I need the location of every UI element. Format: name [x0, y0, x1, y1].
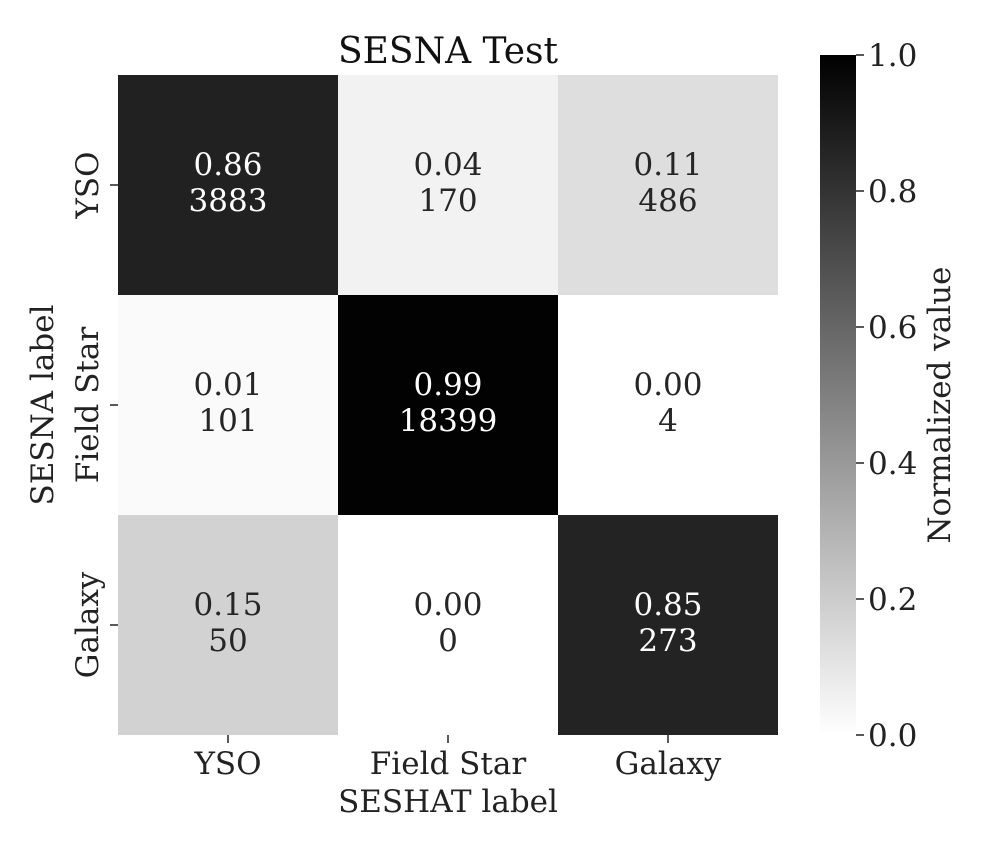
heatmap-cell — [338, 515, 558, 735]
x-tick-label: YSO — [193, 746, 261, 782]
colorbar-tick-label: 0.8 — [868, 174, 917, 210]
y-axis-ticks: YSO Field Star Galaxy — [70, 151, 118, 678]
x-tick-label: Galaxy — [615, 746, 722, 782]
cell-value-label: 0.86 — [193, 147, 262, 183]
y-axis-label: SESNA label — [25, 305, 61, 506]
cell-value-label: 0.00 — [413, 587, 482, 623]
cell-count-label: 0 — [438, 623, 458, 659]
colorbar-tick-label: 0.4 — [868, 446, 917, 482]
colorbar-tick-label: 0.0 — [868, 718, 917, 754]
cell-count-label: 273 — [638, 623, 697, 659]
cell-count-label: 50 — [208, 623, 247, 659]
cell-value-label: 0.85 — [633, 587, 702, 623]
cell-value-label: 0.15 — [193, 587, 262, 623]
heatmap-cell — [558, 515, 778, 735]
colorbar-ticks: 0.0 0.2 0.4 0.6 0.8 1.0 — [856, 38, 917, 754]
x-axis-ticks: YSO Field Star Galaxy — [193, 735, 722, 782]
chart-title: SESNA Test — [338, 31, 559, 72]
heatmap-cell — [338, 295, 558, 515]
y-tick-label: Field Star — [70, 327, 106, 484]
heatmap-cell — [118, 515, 338, 735]
cell-count-label: 170 — [418, 183, 477, 219]
cell-value-label: 0.04 — [413, 147, 482, 183]
heatmap-cell — [118, 295, 338, 515]
heatmap-cell — [558, 75, 778, 295]
heatmap-cell — [338, 75, 558, 295]
colorbar-gradient — [820, 55, 856, 735]
heatmap-cell — [558, 295, 778, 515]
colorbar-tick-label: 1.0 — [868, 38, 917, 74]
cell-count-label: 486 — [638, 183, 697, 219]
cell-value-label: 0.01 — [193, 367, 262, 403]
colorbar-label: Normalized value — [922, 267, 958, 544]
colorbar-tick-label: 0.2 — [868, 582, 917, 618]
y-tick-label: YSO — [70, 151, 106, 219]
x-tick-label: Field Star — [370, 746, 527, 782]
cell-value-label: 0.11 — [633, 147, 702, 183]
x-axis-label: SESHAT label — [338, 784, 558, 820]
colorbar-tick-label: 0.6 — [868, 310, 917, 346]
cell-value-label: 0.00 — [633, 367, 702, 403]
cell-count-label: 4 — [658, 403, 678, 439]
cell-count-label: 18399 — [399, 403, 498, 439]
cell-count-label: 101 — [198, 403, 257, 439]
cell-count-label: 3883 — [189, 183, 268, 219]
cell-value-label: 0.99 — [413, 367, 482, 403]
heatmap-cell — [118, 75, 338, 295]
y-tick-label: Galaxy — [70, 571, 106, 678]
